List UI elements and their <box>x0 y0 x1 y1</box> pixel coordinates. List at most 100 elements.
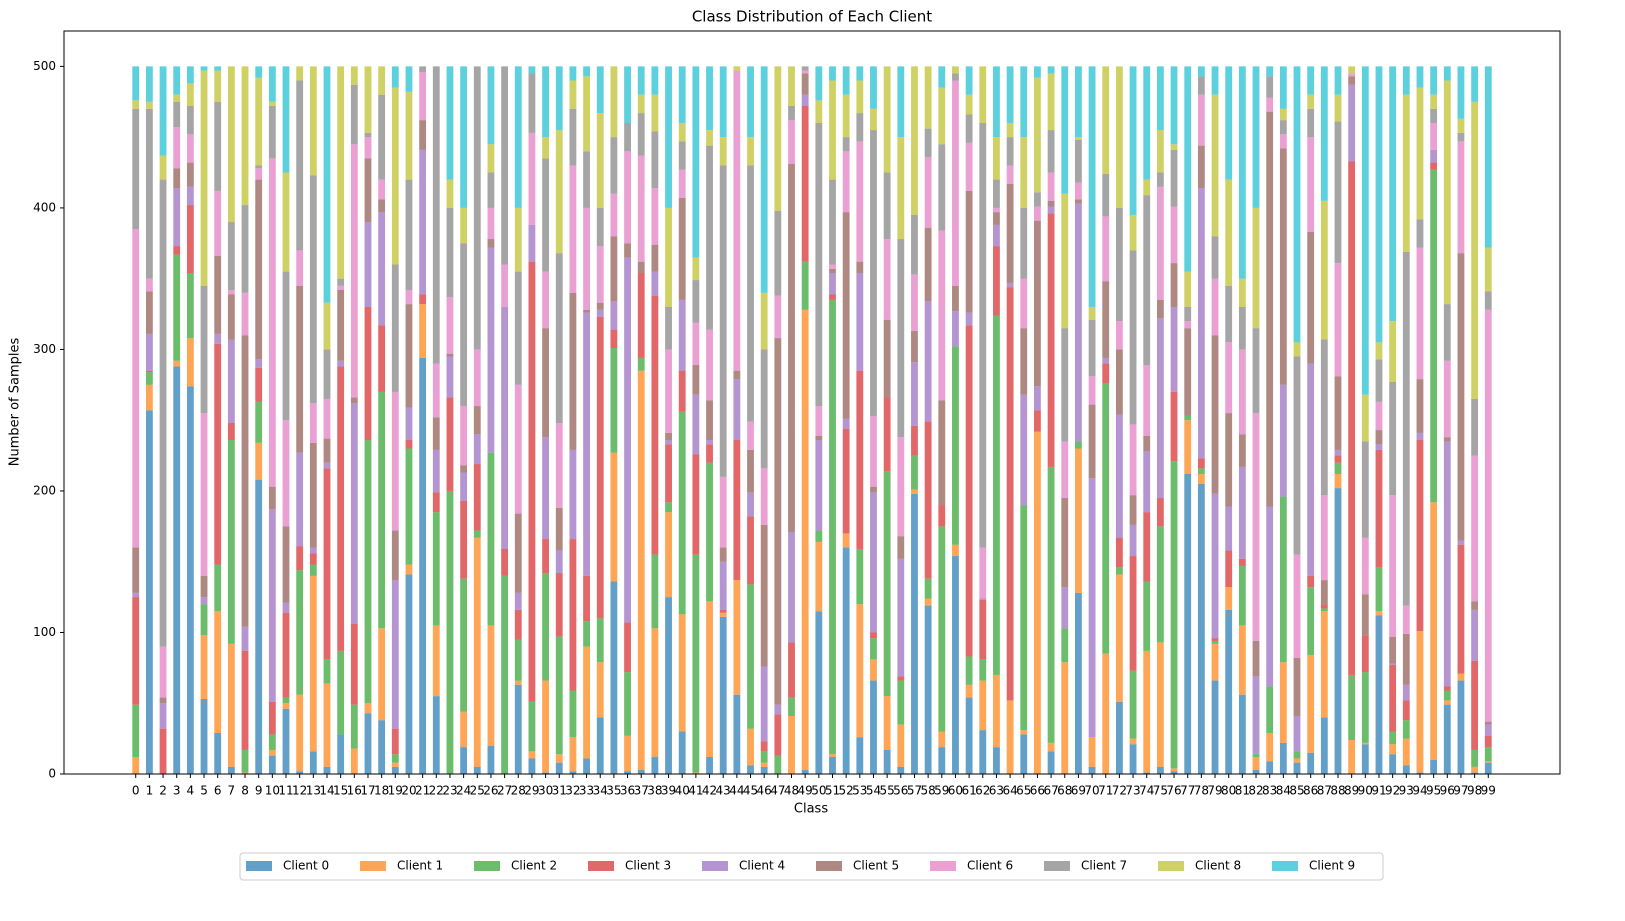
bar-segment <box>309 175 317 404</box>
bar-segment <box>1074 448 1082 593</box>
bar-segment <box>282 420 290 527</box>
bar-segment <box>460 406 468 466</box>
bar-segment <box>1471 101 1479 399</box>
bar-segment <box>993 212 1000 225</box>
bar-segment <box>788 531 795 643</box>
bar-segment <box>610 193 618 237</box>
bar-segment <box>692 280 700 323</box>
bar-segment <box>1266 686 1274 733</box>
bar-segment <box>1252 328 1260 414</box>
bar-segment <box>829 273 836 295</box>
bar-segment <box>665 432 672 441</box>
bar-segment <box>323 66 331 303</box>
bar-segment <box>911 489 918 494</box>
bar-segment <box>665 207 672 307</box>
bar-segment <box>1238 306 1246 350</box>
bar-segment <box>159 179 167 647</box>
x-tick-label: 48 <box>784 784 799 798</box>
bar-segment <box>405 564 413 575</box>
bar-segment <box>719 66 727 138</box>
bar-segment <box>1279 384 1287 497</box>
bar-segment <box>569 165 577 293</box>
bar-segment <box>1184 271 1192 307</box>
bar-segment <box>706 601 713 758</box>
bar-segment <box>965 312 973 326</box>
bar-segment <box>159 66 167 156</box>
bar-segment <box>1334 263 1342 377</box>
bar-segment <box>924 598 932 606</box>
bar-segment <box>911 214 918 275</box>
bar-segment <box>1266 76 1274 98</box>
bar-segment <box>542 137 550 159</box>
bar-segment <box>473 530 481 538</box>
bar-segment <box>378 212 386 326</box>
bar-segment <box>1197 145 1205 189</box>
bar-segment <box>296 546 304 571</box>
bar-segment <box>145 66 153 102</box>
bar-segment <box>665 306 672 350</box>
bar-segment <box>952 80 959 286</box>
bar-segment <box>1047 742 1055 752</box>
bar-segment <box>214 611 222 733</box>
bar-segment <box>227 440 235 644</box>
bar-segment <box>774 66 782 211</box>
bar-segment <box>870 108 877 131</box>
bar-segment <box>1348 84 1356 162</box>
bar-segment <box>378 179 386 200</box>
bar-segment <box>911 425 918 456</box>
bar-segment <box>993 66 1000 138</box>
x-tick-label: 81 <box>1235 784 1250 798</box>
bar-segment <box>555 573 563 637</box>
bar-segment <box>1457 544 1465 674</box>
bar-segment <box>1074 137 1082 140</box>
bar-segment <box>1034 66 1041 78</box>
bar-segment <box>1225 550 1233 588</box>
bar-segment <box>911 362 918 426</box>
bar-segment <box>227 766 235 774</box>
bar-segment <box>200 597 208 605</box>
bar-segment <box>938 747 946 774</box>
bar-segment <box>542 66 550 138</box>
x-tick-label: 12 <box>292 784 307 798</box>
bar-segment <box>965 656 973 685</box>
chart-title: Class Distribution of Each Client <box>692 8 932 26</box>
bar-segment <box>1416 772 1424 774</box>
bar-segment <box>1211 643 1219 681</box>
x-tick-label: 45 <box>743 784 758 798</box>
bar-segment <box>200 413 208 576</box>
bar-segment <box>569 292 577 450</box>
bar-segment <box>1484 291 1492 310</box>
bar-segment <box>747 765 754 774</box>
bar-segment <box>1006 282 1014 288</box>
bar-segment <box>1225 342 1233 414</box>
bar-segment <box>323 398 331 439</box>
bar-segment <box>1211 66 1219 95</box>
x-tick-label: 60 <box>948 784 963 798</box>
bar-segment <box>747 728 754 766</box>
bar-segment <box>583 309 590 313</box>
bar-segment <box>1320 604 1328 609</box>
x-tick-label: 67 <box>1043 784 1058 798</box>
bar-segment <box>323 766 331 774</box>
bar-segment <box>1211 680 1219 774</box>
x-tick-label: 90 <box>1358 784 1373 798</box>
bar-segment <box>241 772 249 774</box>
bar-segment <box>678 731 686 774</box>
bar-segment <box>583 207 590 310</box>
bar-segment <box>815 122 823 407</box>
bar-segment <box>1375 449 1383 568</box>
bar-segment <box>1375 66 1383 343</box>
x-tick-label: 1 <box>146 784 154 798</box>
bar-segment <box>719 561 727 610</box>
bar-segment <box>1361 672 1369 743</box>
bar-segment <box>1320 611 1328 718</box>
bar-segment <box>1170 206 1178 264</box>
bar-segment <box>760 349 768 469</box>
bar-segment <box>1143 364 1151 436</box>
bar-segment <box>173 188 181 247</box>
bar-segment <box>1348 66 1356 74</box>
bar-segment <box>391 762 399 767</box>
bar-segment <box>282 697 290 704</box>
bar-segment <box>938 66 946 88</box>
bar-segment <box>911 66 918 215</box>
